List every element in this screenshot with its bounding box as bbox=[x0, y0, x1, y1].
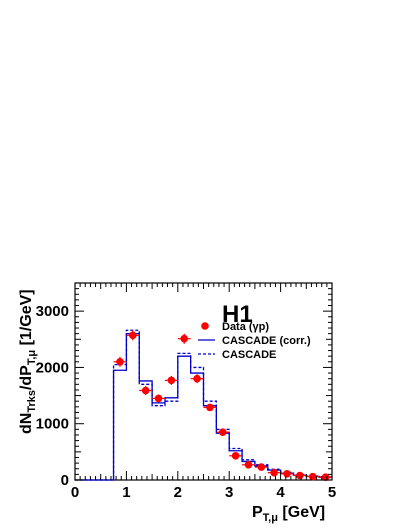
chart-title: H1 bbox=[222, 301, 253, 328]
data-point bbox=[270, 468, 278, 477]
data-point bbox=[193, 374, 201, 383]
x-tick-label: 5 bbox=[328, 484, 336, 501]
x-tick-label: 4 bbox=[276, 484, 285, 501]
cascade-step-line bbox=[75, 329, 332, 481]
data-point bbox=[218, 428, 227, 436]
y-tick-label: 1000 bbox=[36, 416, 69, 433]
y-tick-label: 2000 bbox=[36, 359, 69, 376]
data-point bbox=[167, 376, 176, 385]
data-point bbox=[257, 463, 266, 471]
data-point bbox=[154, 394, 163, 403]
mc-steps bbox=[75, 329, 332, 481]
data-point bbox=[283, 470, 291, 478]
data-points bbox=[113, 330, 332, 481]
legend-label-data: Data (γp) bbox=[222, 321, 269, 333]
x-axis-title: PT,μ [GeV] bbox=[252, 504, 325, 524]
data-point bbox=[244, 461, 253, 469]
legend-label-cascade: CASCADE bbox=[222, 349, 276, 361]
legend: Data (γp) CASCADE (corr.) CASCADE bbox=[198, 321, 311, 361]
x-tick-label: 3 bbox=[225, 484, 233, 501]
x-tick-label: 1 bbox=[122, 484, 130, 501]
x-tick-label: 0 bbox=[71, 484, 79, 501]
data-point bbox=[308, 472, 317, 481]
data-point bbox=[296, 471, 304, 480]
y-tick-label: 0 bbox=[61, 472, 69, 489]
data-point bbox=[116, 358, 124, 366]
data-point bbox=[129, 331, 137, 340]
y-tick-label: 3000 bbox=[36, 303, 69, 320]
legend-label-corr: CASCADE (corr.) bbox=[222, 335, 311, 347]
data-point bbox=[180, 334, 189, 343]
data-point bbox=[231, 451, 240, 460]
axis-ticks: 0 1 2 3 4 5 0 1000 2000 3000 bbox=[36, 282, 336, 501]
x-tick-label: 2 bbox=[174, 484, 182, 501]
data-point bbox=[321, 473, 330, 481]
data-point bbox=[141, 386, 150, 395]
data-point bbox=[206, 403, 214, 412]
y-axis-title: dNTrks/dPT,μ [1/GeV] bbox=[18, 289, 38, 434]
legend-marker-data bbox=[201, 322, 209, 330]
